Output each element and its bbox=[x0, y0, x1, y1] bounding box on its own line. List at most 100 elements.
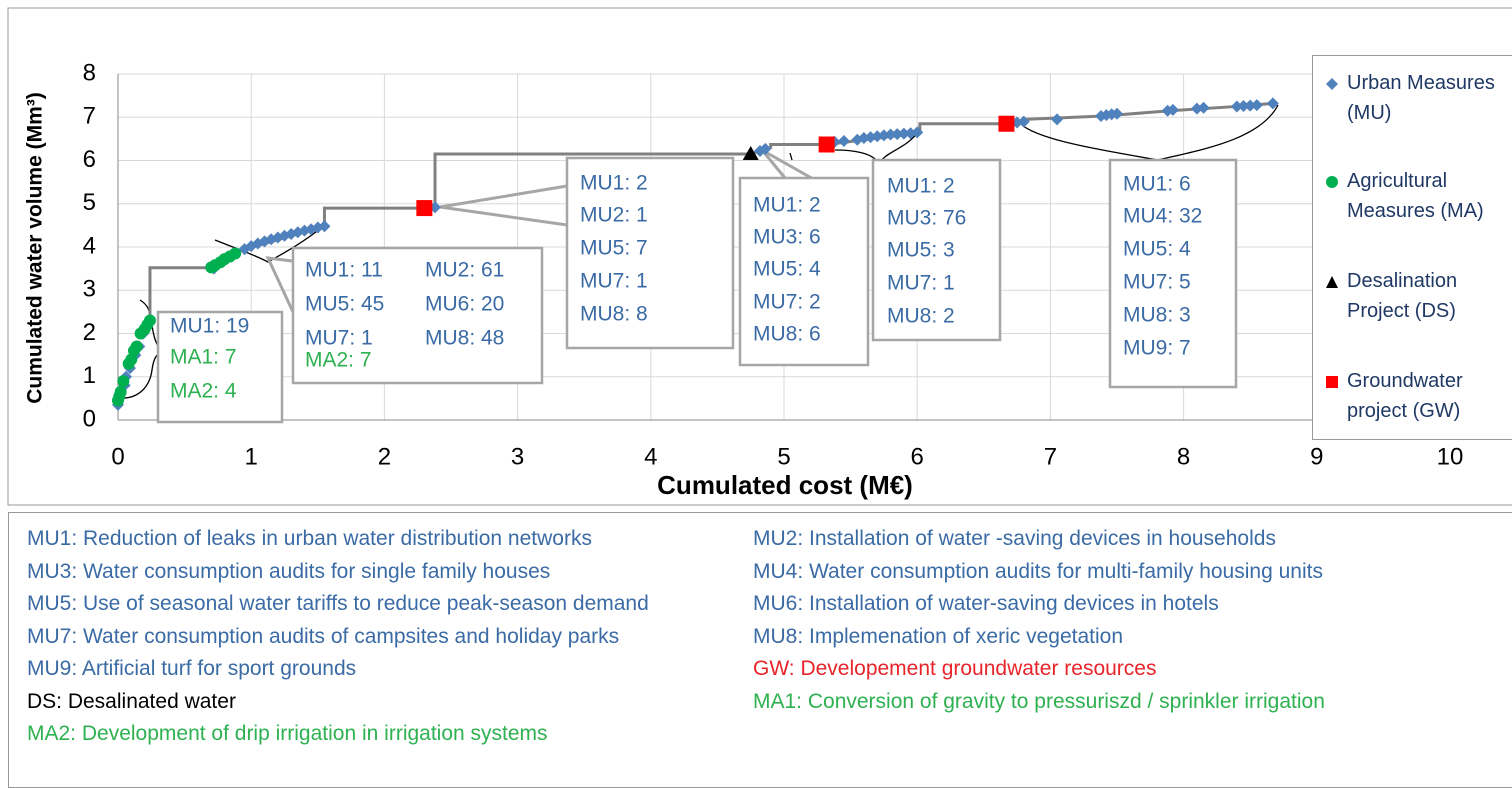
point bbox=[818, 136, 835, 153]
annotation-text: MU5: 7 bbox=[580, 237, 648, 260]
point bbox=[1051, 113, 1064, 126]
point bbox=[998, 115, 1015, 132]
annotation-text: MU8: 3 bbox=[1123, 304, 1191, 327]
annotation-text: MU2: 1 bbox=[580, 204, 648, 227]
x-tick-label: 4 bbox=[644, 443, 657, 470]
legend-entry: Desalination Project (DS) bbox=[1325, 266, 1512, 326]
annotation-text: MU2: 61 bbox=[425, 259, 504, 282]
point bbox=[742, 146, 759, 161]
annotation-box bbox=[156, 310, 284, 424]
annotation-text: MU8: 6 bbox=[753, 323, 821, 346]
legend-entry: Urban Measures (MU) bbox=[1325, 68, 1512, 128]
note: MU1: Reduction of leaks in urban water d… bbox=[27, 527, 592, 550]
callout-pointer bbox=[265, 256, 301, 313]
x-tick-label: 5 bbox=[777, 443, 790, 470]
x-tick-label: 1 bbox=[245, 443, 258, 470]
note: MU3: Water consumption audits for single… bbox=[27, 559, 551, 583]
y-tick-label: 8 bbox=[83, 59, 96, 86]
point bbox=[1017, 115, 1030, 128]
annotation-text: MU1: 2 bbox=[753, 194, 821, 217]
y-tick-label: 6 bbox=[83, 146, 96, 173]
annotation-text: MU1: 11 bbox=[305, 259, 383, 282]
point bbox=[245, 240, 258, 253]
x-axis-label: Cumulated cost (M€) bbox=[657, 470, 913, 500]
legend-label: Agricultural Measures (MA) bbox=[1347, 170, 1484, 222]
annotation-box bbox=[1108, 158, 1238, 389]
note: MU4: Water consumption audits for multi-… bbox=[753, 559, 1323, 583]
x-tick-label: 2 bbox=[378, 443, 391, 470]
annotation-text: MU7: 1 bbox=[887, 272, 955, 295]
legend-marker bbox=[1326, 376, 1338, 388]
annotation-text: MU7: 5 bbox=[1123, 271, 1191, 294]
note: GW: Developement groundwater resources bbox=[753, 657, 1157, 680]
legend: Urban Measures (MU) Agricultural Measures… bbox=[1312, 55, 1512, 440]
legend-label: Desalination Project (DS) bbox=[1347, 270, 1458, 322]
annotation-text: MU5: 45 bbox=[305, 293, 384, 316]
point bbox=[1266, 97, 1279, 110]
annotation-text: MU1: 2 bbox=[580, 172, 648, 195]
notes-box: MU1: Reduction of leaks in urban water d… bbox=[8, 512, 1512, 788]
annotation-text: MU8: 2 bbox=[887, 305, 955, 328]
annotation-text: MU3: 6 bbox=[753, 226, 821, 249]
chart: Cumulated cost (M€) Cumulated water volu… bbox=[7, 7, 1512, 506]
point bbox=[114, 385, 127, 398]
note: MU8: Implemenation of xeric vegetation bbox=[753, 624, 1124, 648]
legend-marker bbox=[1326, 78, 1338, 90]
brace bbox=[789, 152, 793, 161]
y-axis-label: Cumulated water volume (Mm³) bbox=[24, 92, 47, 404]
y-tick-label: 7 bbox=[83, 103, 96, 130]
annotation-text: MU3: 76 bbox=[887, 207, 966, 230]
point bbox=[130, 340, 143, 353]
point bbox=[416, 200, 433, 217]
annotation-text: MA2: 7 bbox=[305, 349, 372, 372]
legend-entry: Agricultural Measures (MA) bbox=[1325, 166, 1512, 226]
legend-label: Urban Measures (MU) bbox=[1347, 72, 1495, 124]
point bbox=[897, 127, 910, 140]
point bbox=[1166, 103, 1179, 116]
annotation-text: MU6: 20 bbox=[425, 293, 504, 316]
annotation-text: MU7: 2 bbox=[753, 291, 821, 314]
point bbox=[318, 220, 331, 233]
point bbox=[759, 142, 772, 155]
point bbox=[1250, 99, 1263, 112]
point bbox=[1244, 99, 1257, 112]
point bbox=[884, 128, 897, 141]
y-tick-label: 2 bbox=[83, 319, 96, 346]
point bbox=[1237, 100, 1250, 113]
note: MU6: Installation of water-saving device… bbox=[753, 592, 1219, 615]
note: DS: Desalinated water bbox=[27, 689, 236, 713]
point bbox=[891, 128, 904, 141]
annotation-text: MU9: 7 bbox=[1123, 337, 1191, 360]
point bbox=[143, 314, 156, 327]
annotation-text: MA1: 7 bbox=[170, 346, 237, 369]
x-tick-label: 3 bbox=[511, 443, 524, 470]
annotation-text: MU1: 19 bbox=[170, 315, 249, 338]
y-tick-label: 4 bbox=[83, 232, 96, 259]
annotation-text: MU4: 32 bbox=[1123, 205, 1202, 228]
annotation-text: MU1: 2 bbox=[887, 175, 955, 198]
y-tick-label: 3 bbox=[83, 276, 96, 303]
legend-label: Groundwater project (GW) bbox=[1347, 370, 1463, 422]
note: MU2: Installation of water -saving devic… bbox=[753, 527, 1276, 550]
annotation-text: MA2: 4 bbox=[170, 380, 237, 403]
annotation-box bbox=[565, 156, 735, 350]
annotation-text: MU8: 48 bbox=[425, 327, 504, 350]
point bbox=[117, 375, 130, 388]
x-tick-label: 7 bbox=[1044, 443, 1057, 470]
annotation-text: MU5: 4 bbox=[753, 258, 821, 281]
legend-symbol bbox=[1325, 366, 1347, 426]
annotation-text: MU5: 4 bbox=[1123, 238, 1191, 261]
note: MU9: Artificial turf for sport grounds bbox=[27, 657, 357, 680]
annotation-text: MU1: 6 bbox=[1123, 173, 1191, 196]
note: MU5: Use of seasonal water tariffs to re… bbox=[27, 592, 649, 615]
legend-marker bbox=[1326, 276, 1338, 288]
x-tick-label: 6 bbox=[911, 443, 924, 470]
point bbox=[1230, 100, 1243, 113]
legend-marker bbox=[1326, 176, 1338, 188]
x-tick-label: 9 bbox=[1310, 443, 1323, 470]
x-tick-label: 8 bbox=[1177, 443, 1190, 470]
y-tick-label: 1 bbox=[83, 362, 96, 389]
y-tick-label: 5 bbox=[83, 189, 96, 216]
note: MU7: Water consumption audits of campsit… bbox=[27, 624, 620, 648]
